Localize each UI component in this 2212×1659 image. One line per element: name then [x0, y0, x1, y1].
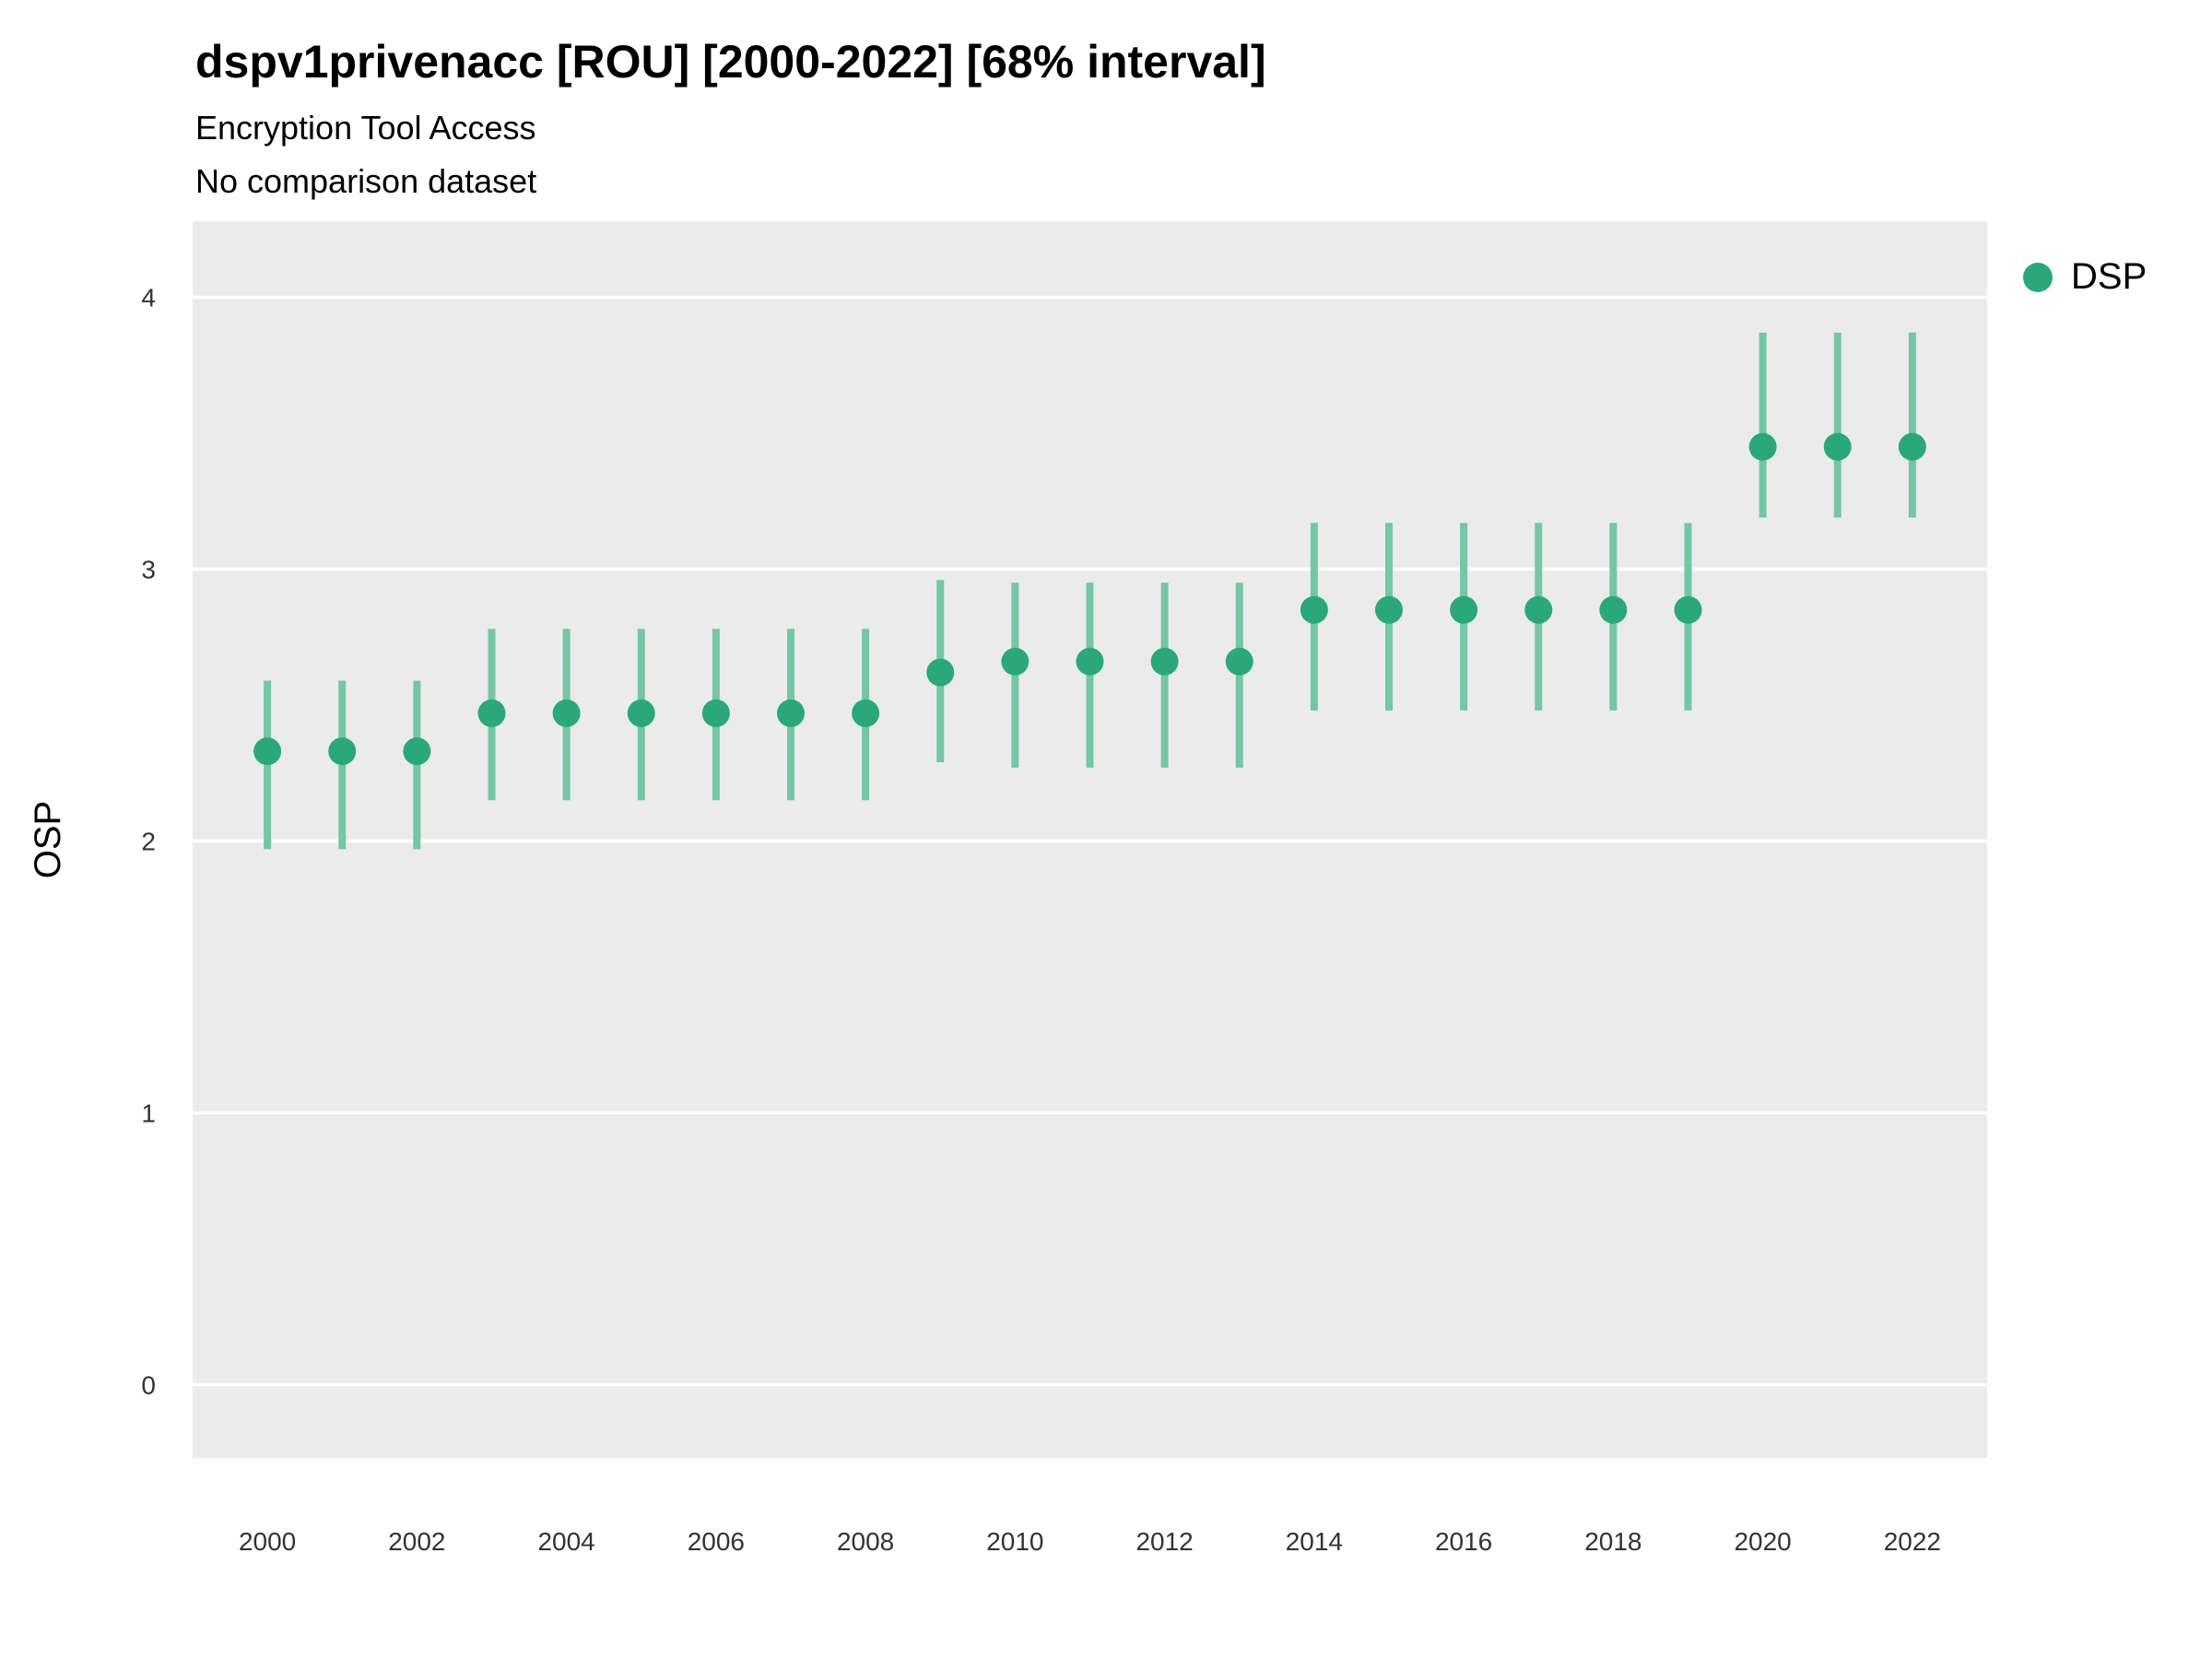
chart-subtitle: Encryption Tool Access: [195, 109, 536, 147]
data-point: [403, 737, 431, 766]
data-point: [1674, 595, 1702, 624]
x-tick-label: 2016: [1435, 1527, 1492, 1556]
data-point: [1748, 432, 1777, 461]
y-tick-label: 4: [141, 284, 156, 312]
legend-dot-icon: [2023, 262, 2053, 292]
x-tick-label: 2008: [837, 1527, 894, 1556]
x-tick-label: 2018: [1584, 1527, 1641, 1556]
data-point: [1225, 647, 1253, 676]
data-point: [701, 699, 730, 727]
y-tick-label: 2: [141, 827, 156, 855]
y-tick-label: 0: [141, 1371, 156, 1399]
x-tick-label: 2020: [1734, 1527, 1791, 1556]
data-point: [1898, 432, 1926, 461]
y-axis-title: OSP: [28, 800, 68, 879]
data-point: [926, 658, 955, 687]
chart-note: No comparison dataset: [195, 162, 537, 200]
data-point: [777, 699, 805, 727]
x-tick-label: 2022: [1884, 1527, 1941, 1556]
x-tick-label: 2000: [239, 1527, 296, 1556]
legend: DSP: [2023, 256, 2147, 298]
x-tick-label: 2010: [986, 1527, 1043, 1556]
chart-title: dspv1privenacc [ROU] [2000-2022] [68% in…: [195, 36, 1266, 88]
data-point: [1823, 432, 1852, 461]
data-point: [852, 699, 880, 727]
y-tick-label: 1: [141, 1099, 156, 1127]
x-tick-label: 2004: [537, 1527, 594, 1556]
data-point: [1450, 595, 1478, 624]
data-point: [627, 699, 655, 727]
data-point: [1375, 595, 1403, 624]
data-point: [1599, 595, 1628, 624]
data-point: [477, 699, 506, 727]
data-point: [1150, 647, 1179, 676]
data-point: [1524, 595, 1553, 624]
x-tick-label: 2006: [688, 1527, 745, 1556]
x-tick-label: 2012: [1135, 1527, 1193, 1556]
legend-label: DSP: [2071, 256, 2147, 297]
data-point: [1300, 595, 1328, 624]
data-point: [253, 737, 282, 766]
data-point: [552, 699, 581, 727]
y-tick-label: 3: [141, 556, 156, 584]
data-point: [328, 737, 357, 766]
data-point: [1076, 647, 1104, 676]
data-point: [1001, 647, 1030, 676]
x-tick-label: 2002: [388, 1527, 445, 1556]
x-tick-label: 2014: [1286, 1527, 1343, 1556]
